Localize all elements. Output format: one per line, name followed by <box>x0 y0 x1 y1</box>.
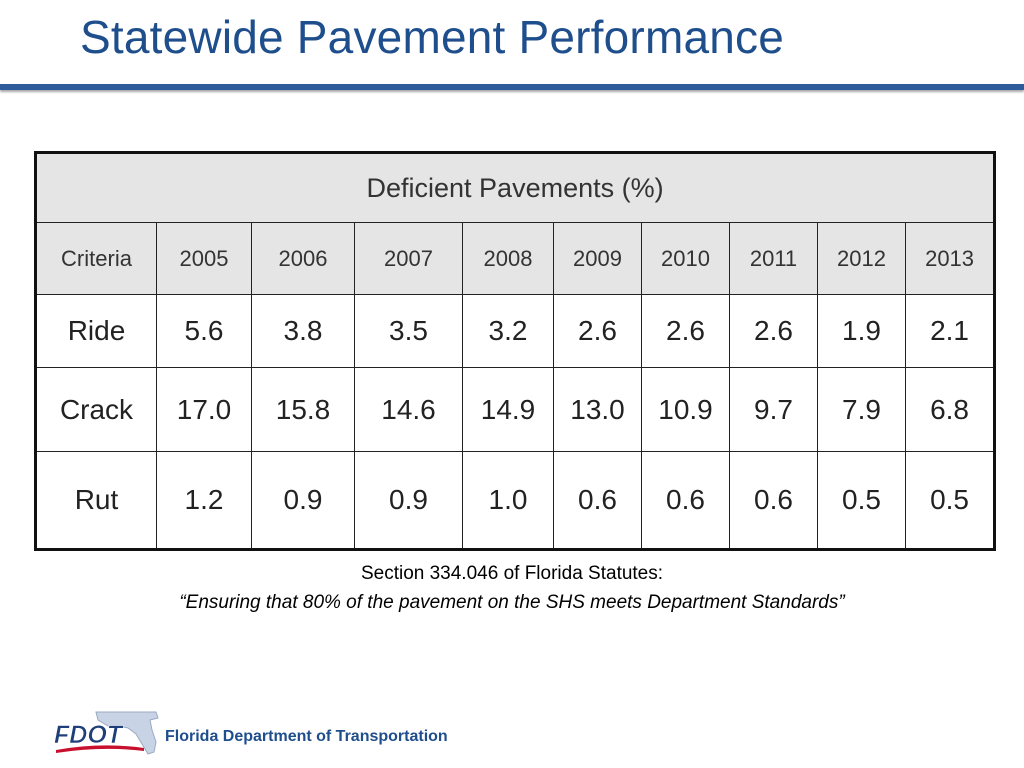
deficient-pavements-table: Deficient Pavements (%) Criteria 2005 20… <box>34 151 997 551</box>
table-cell: 14.6 <box>354 367 463 452</box>
table-cell: 3.8 <box>251 294 355 368</box>
table-cell: 0.5 <box>817 451 906 550</box>
table-caption: Deficient Pavements (%) <box>34 152 996 223</box>
column-header: 2010 <box>641 222 730 295</box>
table-cell: 2.6 <box>729 294 818 368</box>
table-cell: 3.5 <box>354 294 463 368</box>
table-cell: 13.0 <box>553 367 642 452</box>
table-row-crack: Crack 17.0 15.8 14.6 14.9 13.0 10.9 9.7 … <box>35 367 996 452</box>
agency-name: Florida Department of Transportation <box>165 728 448 745</box>
table-cell: 9.7 <box>729 367 818 452</box>
table-cell: 5.6 <box>156 294 252 368</box>
table-cell: 14.9 <box>462 367 554 452</box>
table-cell: 17.0 <box>156 367 252 452</box>
table-cell: 3.2 <box>462 294 554 368</box>
title-divider <box>0 84 1024 90</box>
table-cell: 1.2 <box>156 451 252 550</box>
table-cell: 7.9 <box>817 367 906 452</box>
florida-shape-icon <box>95 711 159 755</box>
table-cell: 2.1 <box>904 294 996 368</box>
column-header: 2007 <box>354 222 463 295</box>
column-header: 2009 <box>553 222 642 295</box>
table-cell: 1.0 <box>462 451 554 550</box>
logo-swoosh <box>56 745 144 753</box>
table-cell: 0.6 <box>553 451 642 550</box>
column-header: 2011 <box>729 222 818 295</box>
row-label: Rut <box>35 451 157 550</box>
table-cell: 2.6 <box>553 294 642 368</box>
row-label: Crack <box>35 367 157 452</box>
table-cell: 0.6 <box>729 451 818 550</box>
statute-reference: Section 334.046 of Florida Statutes: <box>360 563 664 584</box>
table-row-rut: Rut 1.2 0.9 0.9 1.0 0.6 0.6 0.6 0.5 0.5 <box>35 451 996 550</box>
column-header: 2013 <box>904 222 996 295</box>
slide-title: Statewide Pavement Performance <box>80 11 785 63</box>
table-cell: 1.9 <box>817 294 906 368</box>
table-cell: 0.9 <box>251 451 355 550</box>
column-header: 2008 <box>462 222 554 295</box>
column-header: Criteria <box>35 222 157 295</box>
table-cell: 0.9 <box>354 451 463 550</box>
table-row-ride: Ride 5.6 3.8 3.5 3.2 2.6 2.6 2.6 1.9 2.1 <box>35 294 996 368</box>
table-cell: 15.8 <box>251 367 355 452</box>
data-table: Deficient Pavements (%) Criteria 2005 20… <box>34 151 997 551</box>
logo-text: FDOT <box>54 721 125 749</box>
table-cell: 2.6 <box>641 294 730 368</box>
table-cell: 0.6 <box>641 451 730 550</box>
statute-quote: “Ensuring that 80% of the pavement on th… <box>179 592 845 613</box>
table-cell: 10.9 <box>641 367 730 452</box>
column-header: 2006 <box>251 222 355 295</box>
row-label: Ride <box>35 294 157 368</box>
table-cell: 0.5 <box>904 451 996 550</box>
table-cell: 6.8 <box>904 367 996 452</box>
column-header: 2005 <box>156 222 252 295</box>
column-header: 2012 <box>817 222 906 295</box>
fdot-logo: FDOT <box>54 711 159 755</box>
